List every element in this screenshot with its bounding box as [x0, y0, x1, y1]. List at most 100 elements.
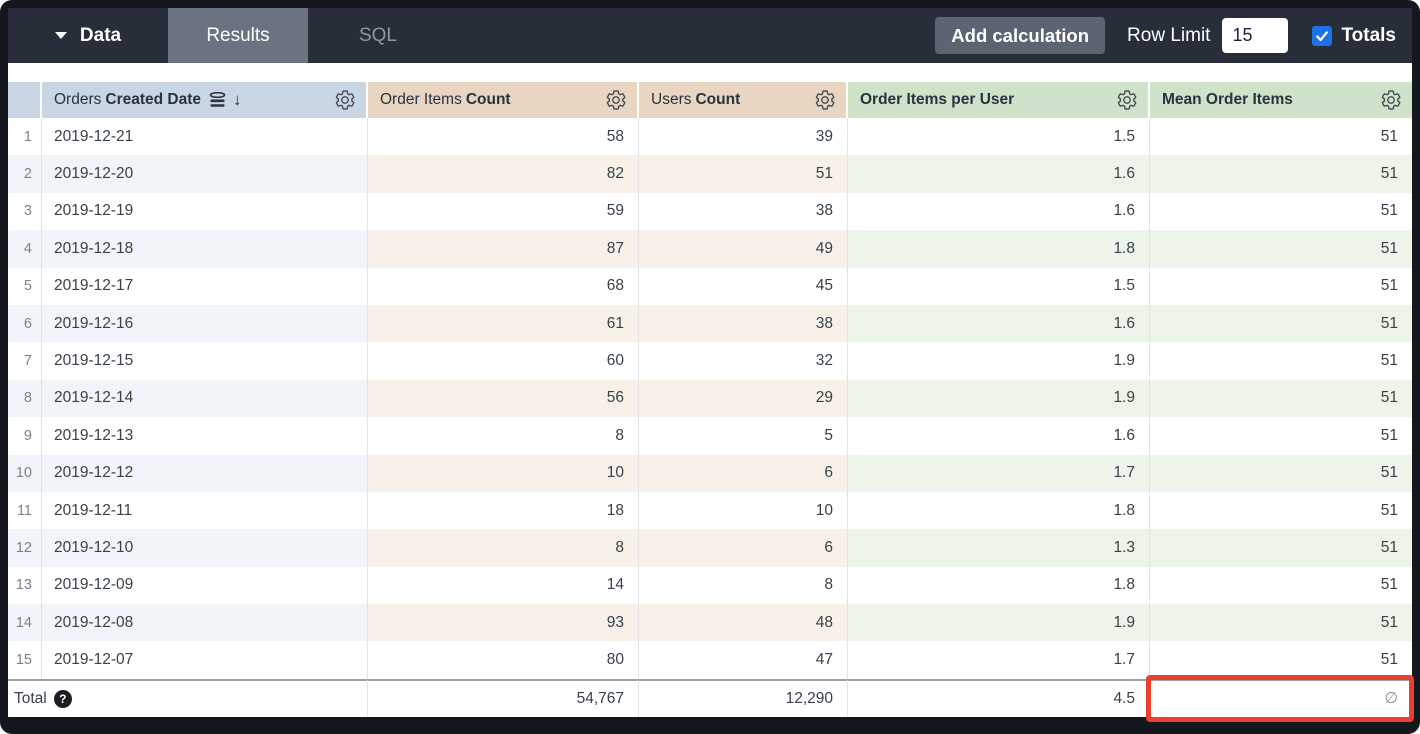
cell-users-count[interactable]: 29 — [639, 379, 848, 418]
column-header-users-count[interactable]: Users Count — [639, 82, 848, 118]
cell-mean-order-items[interactable]: 51 — [1380, 352, 1398, 370]
column-header-order-items-count[interactable]: Order Items Count — [368, 82, 639, 118]
gear-icon[interactable] — [1380, 89, 1402, 111]
cell-orders-created-date[interactable]: 2019-12-14 — [42, 379, 368, 418]
cell-mean-order-items[interactable]: 51 — [1380, 127, 1398, 145]
cell-orders-created-date[interactable]: 2019-12-13 — [42, 417, 368, 455]
total-order-items-per-user-cell[interactable]: 4.5 — [848, 678, 1150, 717]
cell-orders-created-date[interactable]: 2019-12-09 — [42, 566, 368, 605]
cell-order-items-per-user[interactable]: 1.8 — [848, 230, 1150, 268]
cell-users-count[interactable]: 51 — [639, 155, 848, 193]
totals-checkbox[interactable] — [1312, 25, 1333, 46]
column-header-mean-order-items[interactable]: Mean Order Items — [1150, 82, 1412, 118]
cell-users-count[interactable]: 6 — [639, 454, 848, 492]
cell-order-items-count[interactable]: 8 — [368, 529, 639, 567]
cell-order-items-per-user[interactable]: 1.6 — [848, 155, 1150, 193]
cell-mean-order-items[interactable]: 51 — [1150, 454, 1412, 492]
cell-order-items-count[interactable]: 58 — [368, 118, 639, 156]
cell-order-items-per-user[interactable]: 1.6 — [848, 417, 1150, 455]
cell-order-items-count[interactable]: 59 — [368, 192, 639, 231]
cell-orders-created-date[interactable]: 2019-12-21 — [42, 118, 368, 156]
sort-descending-arrow-icon[interactable]: ↓ — [233, 90, 242, 109]
cell-orders-created-date[interactable]: 2019-12-20 — [42, 155, 368, 193]
cell-orders-created-date[interactable]: 2019-12-16 — [42, 304, 368, 343]
cell-order-items-count[interactable]: 18 — [368, 491, 639, 530]
cell-mean-order-items[interactable]: 51 — [1150, 230, 1412, 268]
total-order-items-count-cell[interactable]: 54,767 — [368, 678, 639, 717]
add-calculation-button[interactable]: Add calculation — [935, 17, 1106, 54]
cell-orders-created-date[interactable]: 2019-12-17 — [42, 267, 368, 305]
cell-mean-order-items[interactable]: 51 — [1150, 155, 1412, 193]
gear-icon[interactable] — [1116, 89, 1138, 111]
cell-orders-created-date[interactable]: 2019-12-07 — [42, 641, 368, 679]
cell-order-items-per-user[interactable]: 1.9 — [848, 379, 1150, 418]
cell-order-items-count[interactable]: 80 — [368, 641, 639, 679]
cell-order-items-count[interactable]: 60 — [368, 342, 639, 380]
data-section-toggle[interactable]: Data — [8, 8, 168, 63]
cell-orders-created-date[interactable]: 2019-12-15 — [42, 342, 368, 380]
cell-order-items-count[interactable]: 10 — [368, 454, 639, 492]
cell-order-items-count[interactable]: 82 — [368, 155, 639, 193]
row-number: 11 — [8, 491, 42, 530]
cell-users-count[interactable]: 47 — [639, 641, 848, 679]
cell-order-items-count[interactable]: 68 — [368, 267, 639, 305]
cell-mean-order-items[interactable]: 51 — [1150, 529, 1412, 567]
cell-mean-order-items[interactable]: 51 — [1380, 501, 1398, 519]
cell-users-count[interactable]: 10 — [639, 491, 848, 530]
row-limit-input[interactable] — [1222, 18, 1289, 53]
cell-order-items-per-user[interactable]: 1.7 — [848, 641, 1150, 679]
cell-mean-order-items[interactable]: 51 — [1380, 576, 1398, 594]
cell-order-items-per-user[interactable]: 1.6 — [848, 192, 1150, 231]
cell-order-items-count[interactable]: 61 — [368, 304, 639, 343]
cell-users-count[interactable]: 48 — [639, 604, 848, 642]
column-header-order-items-per-user[interactable]: Order Items per User — [848, 82, 1150, 118]
total-mean-order-items-cell[interactable]: ∅ — [1150, 678, 1412, 717]
cell-order-items-count[interactable]: 56 — [368, 379, 639, 418]
gear-icon[interactable] — [814, 89, 836, 111]
tab-results[interactable]: Results — [168, 8, 308, 63]
cell-orders-created-date[interactable]: 2019-12-12 — [42, 454, 368, 492]
cell-mean-order-items[interactable]: 51 — [1150, 304, 1412, 343]
cell-order-items-per-user[interactable]: 1.8 — [848, 566, 1150, 605]
column-header-orders-created-date[interactable]: Orders Created Date ↓ — [42, 82, 368, 118]
cell-users-count[interactable]: 32 — [639, 342, 848, 380]
cell-order-items-per-user[interactable]: 1.7 — [848, 454, 1150, 492]
cell-users-count[interactable]: 39 — [639, 118, 848, 156]
cell-order-items-per-user[interactable]: 1.6 — [848, 304, 1150, 343]
cell-order-items-per-user[interactable]: 1.9 — [848, 342, 1150, 380]
cell-order-items-count[interactable]: 14 — [368, 566, 639, 605]
cell-order-items-count[interactable]: 93 — [368, 604, 639, 642]
cell-mean-order-items[interactable]: 51 — [1380, 277, 1398, 295]
cell-orders-created-date[interactable]: 2019-12-08 — [42, 604, 368, 642]
cell-orders-created-date[interactable]: 2019-12-10 — [42, 529, 368, 567]
cell-users-count[interactable]: 6 — [639, 529, 848, 567]
cell-order-items-count[interactable]: 87 — [368, 230, 639, 268]
gear-icon[interactable] — [605, 89, 627, 111]
question-circle-icon[interactable]: ? — [53, 689, 72, 708]
cell-orders-created-date[interactable]: 2019-12-18 — [42, 230, 368, 268]
data-section-label: Data — [79, 24, 122, 46]
cell-orders-created-date[interactable]: 2019-12-19 — [42, 192, 368, 231]
cell-order-items-per-user[interactable]: 1.9 — [848, 604, 1150, 642]
cell-orders-created-date[interactable]: 2019-12-11 — [42, 491, 368, 530]
total-users-count-cell[interactable]: 12,290 — [639, 678, 848, 717]
cell-users-count[interactable]: 49 — [639, 230, 848, 268]
cell-mean-order-items[interactable]: 51 — [1150, 604, 1412, 642]
cell-users-count[interactable]: 38 — [639, 304, 848, 343]
cell-order-items-per-user[interactable]: 1.5 — [848, 118, 1150, 156]
toolbar-right-controls: Add calculation Row Limit Totals — [935, 8, 1412, 63]
cell-order-items-per-user[interactable]: 1.5 — [848, 267, 1150, 305]
cell-order-items-per-user[interactable]: 1.8 — [848, 491, 1150, 530]
cell-users-count[interactable]: 38 — [639, 192, 848, 231]
cell-order-items-count[interactable]: 8 — [368, 417, 639, 455]
cell-mean-order-items[interactable]: 51 — [1380, 202, 1398, 220]
cell-mean-order-items[interactable]: 51 — [1150, 379, 1412, 418]
cell-order-items-per-user[interactable]: 1.3 — [848, 529, 1150, 567]
cell-mean-order-items[interactable]: 51 — [1380, 651, 1398, 669]
cell-users-count[interactable]: 5 — [639, 417, 848, 455]
cell-users-count[interactable]: 8 — [639, 566, 848, 605]
gear-icon[interactable] — [334, 89, 356, 111]
cell-users-count[interactable]: 45 — [639, 267, 848, 305]
cell-mean-order-items[interactable]: 51 — [1380, 426, 1398, 444]
tab-sql[interactable]: SQL — [358, 24, 398, 46]
